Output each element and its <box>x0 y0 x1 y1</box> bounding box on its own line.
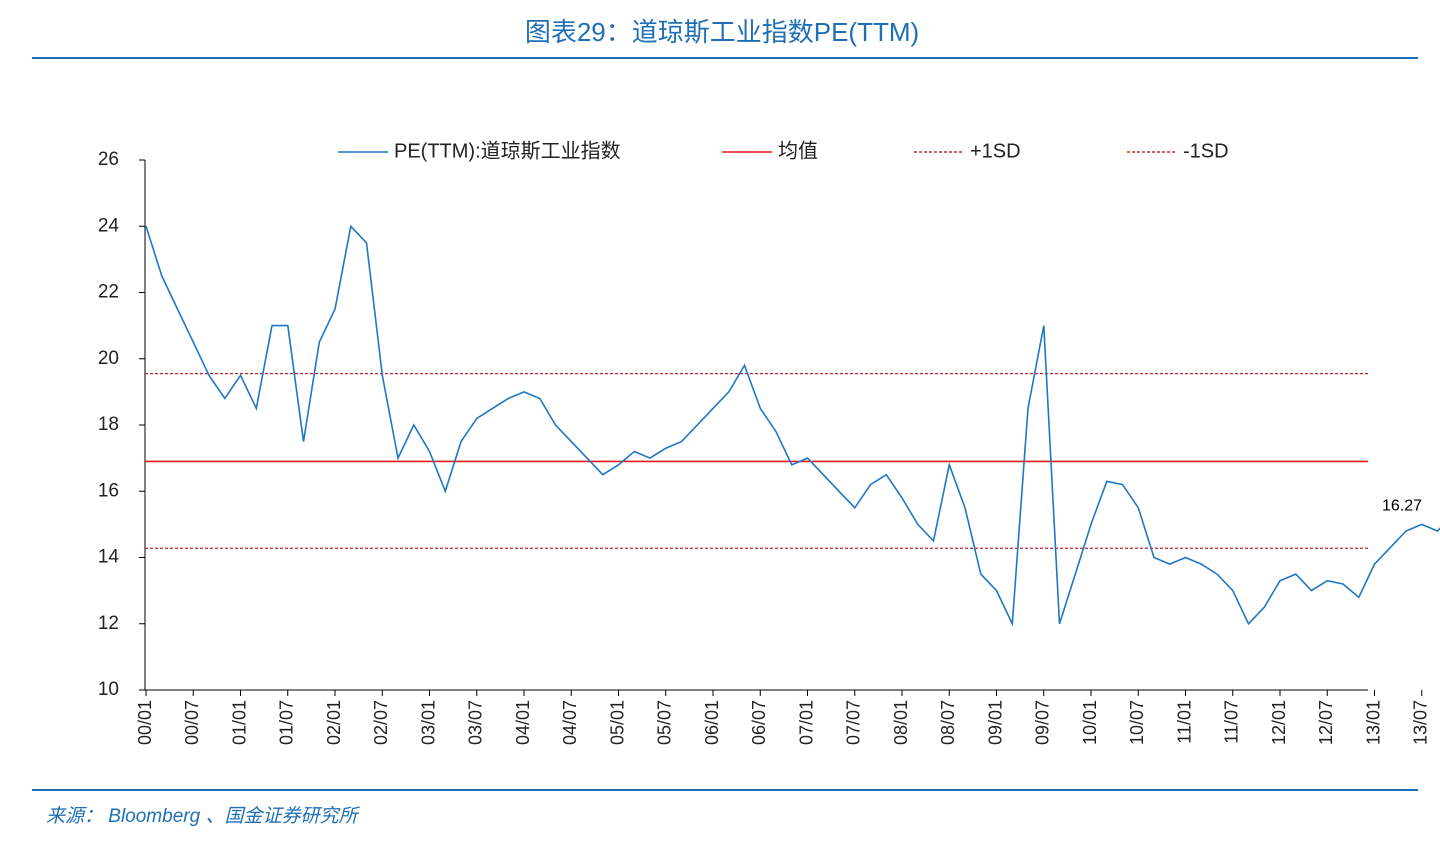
x-tick-label: 08/01 <box>891 700 911 745</box>
legend-label: +1SD <box>970 140 1021 162</box>
x-tick-label: 12/01 <box>1269 700 1289 745</box>
x-tick-label: 01/07 <box>277 700 297 745</box>
x-tick-label: 00/07 <box>182 700 202 745</box>
x-tick-label: 06/07 <box>749 700 769 745</box>
last-value-label: 16.27 <box>1382 498 1422 515</box>
chart-title: 图表29：道琼斯工业指数PE(TTM) <box>525 17 919 47</box>
y-tick-label: 26 <box>98 149 119 170</box>
source-note: 来源： Bloomberg 、国金证券研究所 <box>46 805 360 827</box>
x-tick-label: 05/07 <box>655 700 675 745</box>
x-tick-label: 10/07 <box>1127 700 1147 745</box>
x-tick-label: 13/01 <box>1363 700 1383 745</box>
x-tick-label: 07/01 <box>796 700 816 745</box>
x-tick-label: 12/07 <box>1316 700 1336 745</box>
x-tick-label: 09/07 <box>1033 700 1053 745</box>
x-tick-label: 02/01 <box>324 700 344 745</box>
x-tick-label: 07/07 <box>844 700 864 745</box>
y-tick-label: 22 <box>98 282 119 303</box>
data-line <box>145 224 1440 627</box>
x-tick-label: 11/07 <box>1222 700 1242 744</box>
legend-label: 均值 <box>778 139 818 162</box>
y-tick-label: 24 <box>98 215 120 236</box>
x-tick-label: 03/01 <box>418 700 438 745</box>
y-tick-label: 18 <box>98 414 119 435</box>
x-tick-label: 13/07 <box>1411 700 1431 745</box>
legend-label: -1SD <box>1183 140 1229 162</box>
x-tick-label: 00/01 <box>135 700 155 745</box>
y-tick-label: 10 <box>98 679 119 700</box>
x-tick-label: 08/07 <box>938 700 958 745</box>
x-tick-label: 06/01 <box>702 700 722 745</box>
x-tick-label: 04/07 <box>560 700 580 745</box>
y-tick-label: 16 <box>98 480 119 501</box>
x-tick-label: 11/01 <box>1174 700 1194 744</box>
x-tick-label: 04/01 <box>513 700 533 745</box>
x-tick-label: 03/07 <box>466 700 486 745</box>
legend-label: PE(TTM):道琼斯工业指数 <box>394 139 621 162</box>
x-tick-label: 01/01 <box>229 700 249 745</box>
x-tick-label: 09/01 <box>985 700 1005 745</box>
x-tick-label: 10/01 <box>1080 700 1100 745</box>
x-tick-label: 05/01 <box>607 700 627 745</box>
y-tick-label: 12 <box>98 613 119 634</box>
y-tick-label: 14 <box>98 547 120 568</box>
y-tick-label: 20 <box>98 348 119 369</box>
x-tick-label: 02/07 <box>371 700 391 745</box>
